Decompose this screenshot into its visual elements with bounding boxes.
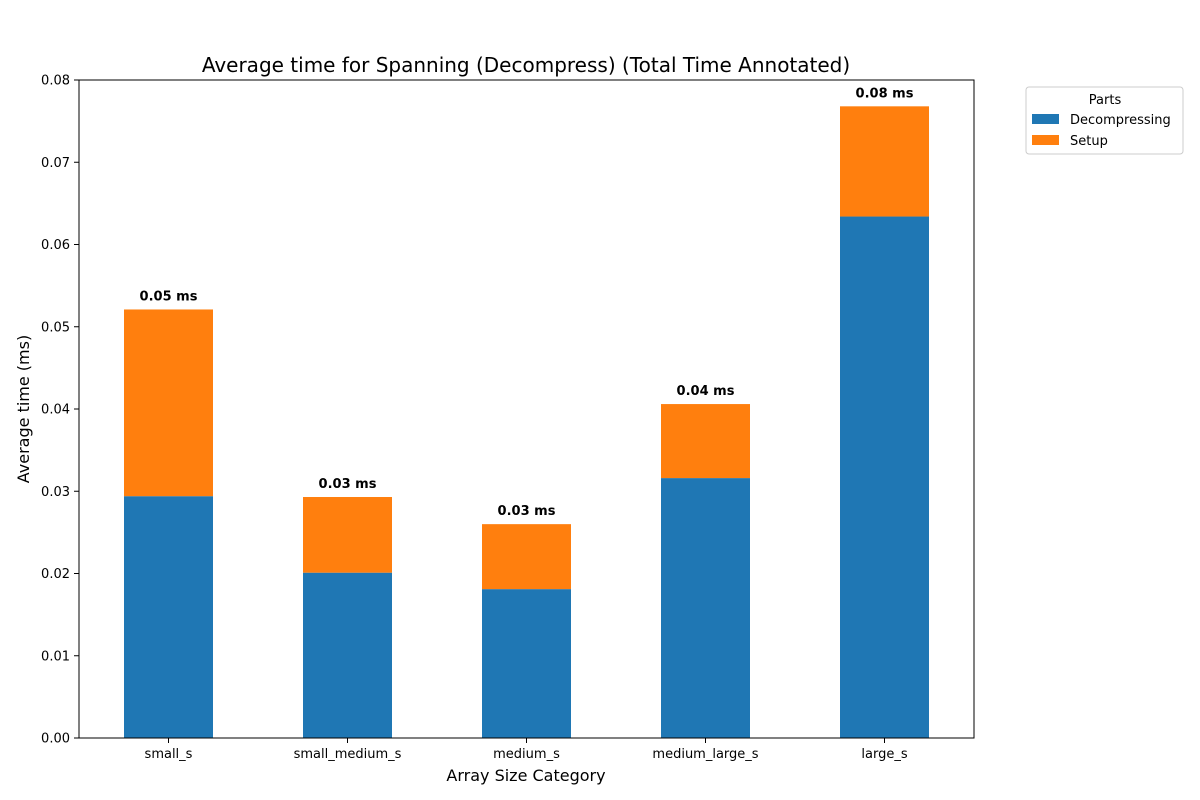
total-label-medium_large_s: 0.04 ms [677,384,735,399]
bar-setup-small_medium_s [303,497,392,573]
y-tick-label-0: 0.00 [41,732,70,747]
x-axis-label: Array Size Category [446,766,605,785]
total-label-medium_s: 0.03 ms [498,504,556,519]
bar-decompressing-medium_large_s [661,478,750,738]
legend-swatch-setup [1032,135,1059,145]
x-tick-label-small_s: small_s [145,747,193,762]
bar-setup-medium_large_s [661,404,750,479]
x-tick-label-large_s: large_s [861,747,907,762]
bar-decompressing-small_s [124,496,213,738]
y-axis: 0.00 0.01 0.02 0.03 0.04 0.05 0.06 0.07 0.08 [41,74,79,747]
total-label-small_medium_s: 0.03 ms [319,477,377,492]
y-tick-label-6: 0.06 [41,238,70,253]
y-tick-label-7: 0.07 [41,156,70,171]
legend-swatch-decompressing [1032,114,1059,124]
y-tick-label-4: 0.04 [41,403,70,418]
y-tick-label-5: 0.05 [41,320,70,335]
x-axis: small_s small_medium_s medium_s medium_larg… [145,738,908,762]
bar-setup-medium_s [482,524,571,590]
y-tick-label-2: 0.02 [41,567,70,582]
bar-decompressing-small_medium_s [303,572,392,738]
y-axis-label: Average time (ms) [14,335,33,483]
y-tick-label-3: 0.03 [41,485,70,500]
data-labels-group: 0.05 ms 0.03 ms 0.03 ms 0.04 ms 0.08 ms [140,86,914,519]
bars-group [124,106,929,738]
y-tick-label-1: 0.01 [41,649,70,664]
legend: Parts Decompressing Setup [1025,86,1184,155]
legend-label-setup: Setup [1070,134,1108,149]
bar-decompressing-medium_s [482,589,571,738]
x-tick-label-medium_large_s: medium_large_s [652,747,758,762]
legend-label-decompressing: Decompressing [1070,113,1171,128]
chart-title: Average time for Spanning (Decompress) (… [202,53,850,77]
total-label-large_s: 0.08 ms [856,86,914,101]
bar-setup-large_s [840,106,929,217]
y-tick-label-8: 0.08 [41,74,70,89]
bar-decompressing-large_s [840,216,929,738]
x-tick-label-medium_s: medium_s [493,747,560,762]
legend-frame [1025,86,1184,155]
bar-setup-small_s [124,309,213,497]
x-tick-label-small_medium_s: small_medium_s [294,747,402,762]
legend-title: Parts [1089,93,1122,108]
total-label-small_s: 0.05 ms [140,289,198,304]
